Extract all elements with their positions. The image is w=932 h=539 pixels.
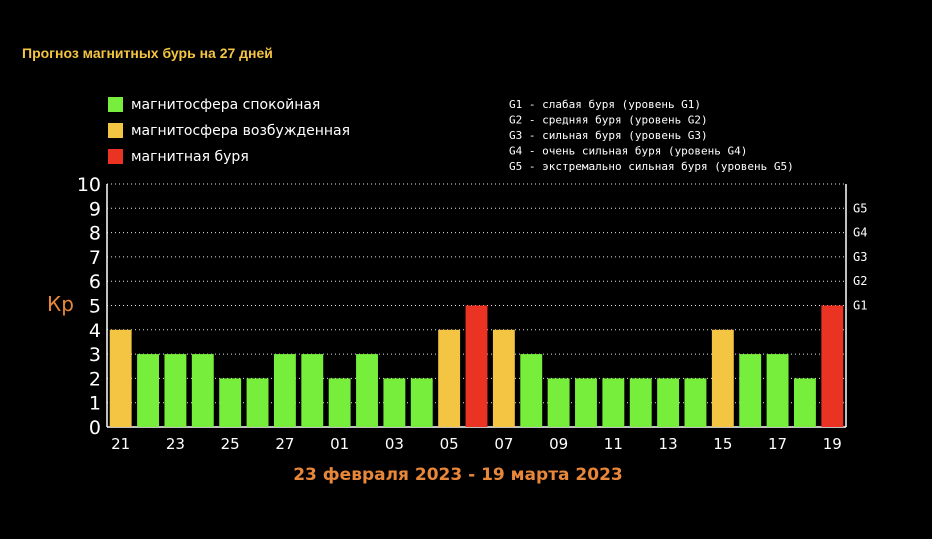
chart-title: Прогноз магнитных бурь на 27 дней [22, 45, 273, 61]
right-tick-G4: G4 [853, 226, 867, 240]
x-tick-label: 13 [659, 435, 678, 453]
x-tick-label: 17 [768, 435, 787, 453]
y-tick-label: 5 [89, 296, 101, 318]
x-tick-label: 27 [275, 435, 294, 453]
color-legend: магнитосфера спокойная магнитосфера возбу… [108, 97, 350, 165]
y-tick-label: 9 [89, 198, 101, 220]
bar-05 [438, 329, 461, 427]
x-tick-label: 07 [494, 435, 513, 453]
y-tick-label: 10 [77, 174, 101, 196]
bar-12 [629, 378, 652, 427]
bar-17 [766, 354, 789, 427]
bar-11 [602, 378, 625, 427]
bar-23 [164, 354, 187, 427]
bar-02 [356, 354, 378, 427]
legend-swatch-0 [108, 97, 123, 112]
g-legend-item-2: G2 - средняя буря (уровень G2) [509, 114, 708, 127]
y-tick-label: 8 [89, 223, 101, 245]
g-legend-item-4: G4 - очень сильная буря (уровень G4) [509, 145, 747, 158]
chart-bars [109, 305, 844, 427]
bar-04 [410, 378, 433, 427]
y-tick-label: 1 [89, 393, 101, 415]
legend-swatch-1 [108, 123, 123, 138]
right-tick-G2: G2 [853, 274, 867, 288]
bar-10 [575, 378, 597, 427]
bar-18 [793, 378, 816, 427]
g-legend-item-3: G3 - сильная буря (уровень G3) [509, 129, 708, 142]
x-tick-label: 03 [385, 435, 404, 453]
right-tick-G3: G3 [853, 250, 867, 264]
y-axis-label: Кр [47, 292, 74, 316]
legend-swatch-2 [108, 149, 123, 164]
x-tick-label: 11 [604, 435, 623, 453]
x-tick-label: 21 [111, 435, 130, 453]
y-tick-label: 4 [89, 320, 101, 342]
bar-27 [273, 354, 296, 427]
bar-21 [109, 329, 132, 427]
bar-06 [465, 305, 488, 427]
x-tick-label: 19 [823, 435, 842, 453]
g-level-legend: G1 - слабая буря (уровень G1) G2 - средня… [509, 98, 794, 173]
bar-03 [383, 378, 406, 427]
bar-15 [711, 329, 734, 427]
bar-09 [547, 378, 570, 427]
bar-22 [137, 354, 160, 427]
x-tick-label: 25 [221, 435, 240, 453]
bar-08 [520, 354, 543, 427]
bar-07 [492, 329, 515, 427]
bar-13 [657, 378, 680, 427]
y-tick-label: 0 [89, 417, 101, 439]
bar-26 [246, 378, 269, 427]
bar-14 [684, 378, 707, 427]
bar-19 [821, 305, 844, 427]
x-tick-label: 01 [330, 435, 349, 453]
y-tick-label: 7 [89, 247, 101, 269]
legend-label-1: магнитосфера возбужденная [131, 123, 350, 139]
g-legend-item-5: G5 - экстремально сильная буря (уровень … [509, 160, 794, 173]
bar-28 [301, 354, 324, 427]
right-tick-G5: G5 [853, 201, 867, 215]
x-tick-label: 09 [549, 435, 568, 453]
g-legend-item-1: G1 - слабая буря (уровень G1) [509, 98, 701, 111]
x-tick-label: 15 [713, 435, 732, 453]
bar-25 [219, 378, 242, 427]
y-tick-label: 3 [89, 344, 101, 366]
date-range-label: 23 февраля 2023 - 19 марта 2023 [293, 465, 623, 485]
right-tick-G1: G1 [853, 299, 867, 313]
bar-16 [739, 354, 762, 427]
legend-label-0: магнитосфера спокойная [131, 97, 320, 113]
bar-01 [328, 378, 351, 427]
y-tick-label: 6 [89, 271, 101, 293]
x-tick-label: 23 [166, 435, 185, 453]
y-tick-label: 2 [89, 368, 101, 390]
right-axis-g-ticks: G1 G2 G3 G4 G5 [853, 201, 867, 312]
legend-label-2: магнитная буря [131, 149, 249, 165]
bar-24 [191, 354, 214, 427]
x-axis-ticks: 21 23 25 27 01 03 05 07 09 11 13 15 17 19 [111, 435, 842, 453]
x-tick-label: 05 [440, 435, 459, 453]
